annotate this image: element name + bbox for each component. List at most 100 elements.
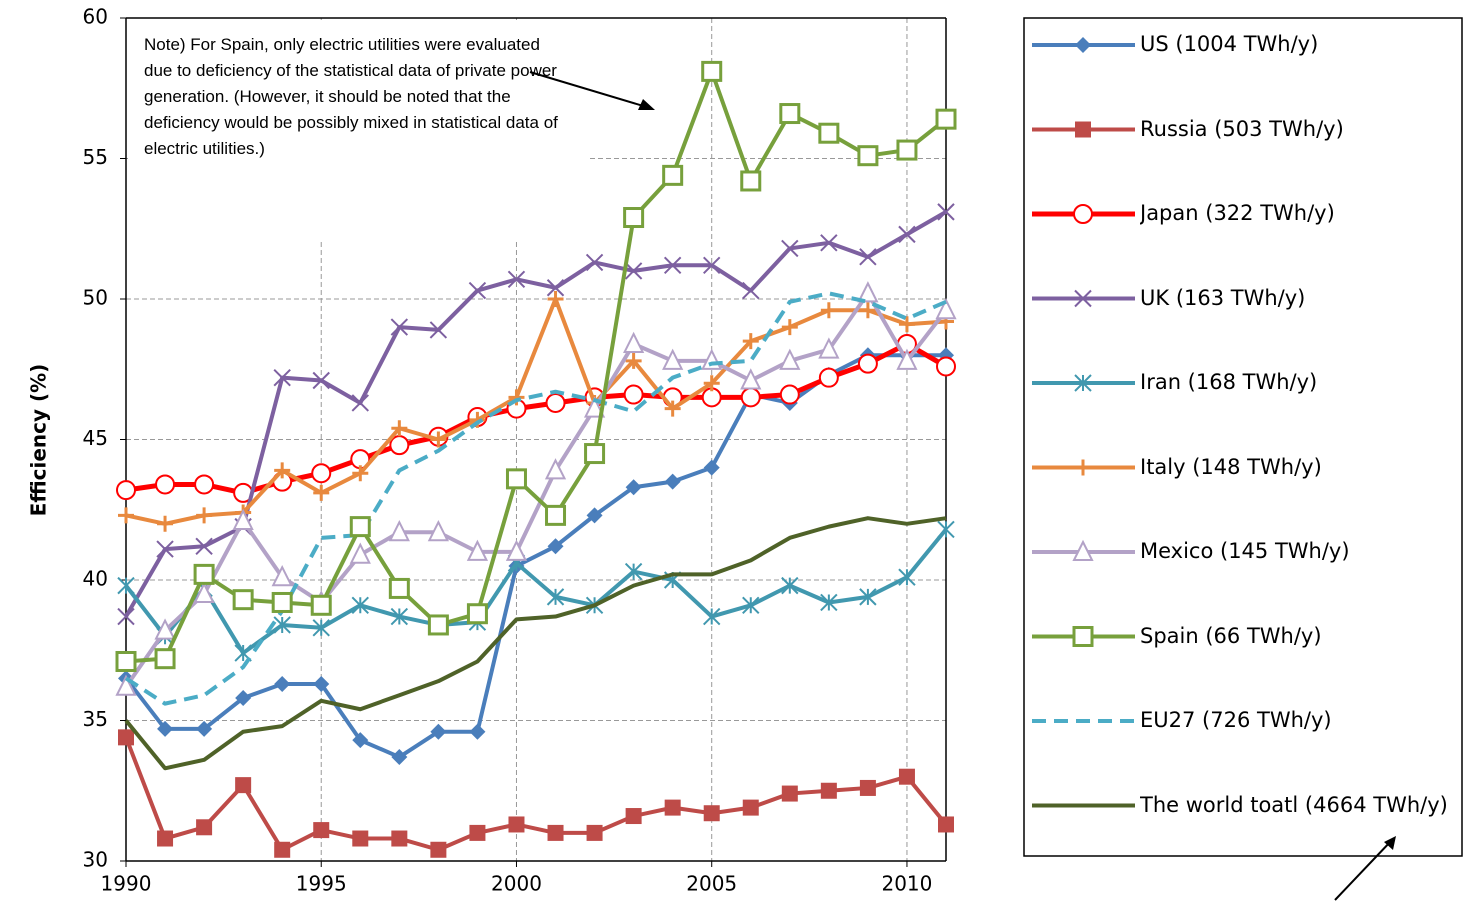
- marker: [545, 504, 567, 526]
- note-box: [128, 20, 588, 240]
- marker: [935, 298, 957, 320]
- marker: [196, 507, 213, 524]
- marker: [938, 816, 954, 833]
- marker: [427, 519, 449, 542]
- marker: [859, 588, 877, 606]
- x-tick-label: 2005: [686, 872, 737, 896]
- legend-label: Japan (322 TWh/y): [1140, 201, 1335, 225]
- marker: [469, 723, 486, 740]
- marker: [430, 723, 447, 740]
- y-tick-label: 60: [83, 5, 108, 29]
- series-line: [124, 353, 946, 760]
- marker: [271, 564, 293, 587]
- marker: [779, 348, 801, 370]
- marker: [430, 841, 447, 858]
- marker: [312, 619, 330, 637]
- note: Note) For Spain, only electric utilities…: [144, 35, 558, 158]
- marker: [273, 616, 291, 634]
- marker: [663, 256, 682, 274]
- legend-label: UK (163 TWh/y): [1140, 285, 1306, 310]
- note-text: Note) For Spain, only electric utilities…: [144, 35, 558, 158]
- note-arrow: [1334, 839, 1393, 901]
- arrow-head: [638, 99, 655, 110]
- marker: [115, 674, 137, 696]
- marker: [1074, 289, 1092, 308]
- marker: [586, 507, 603, 524]
- marker: [351, 394, 369, 412]
- marker: [468, 281, 487, 300]
- y-tick-label: 30: [83, 848, 108, 872]
- series-line: [125, 341, 948, 496]
- marker: [271, 591, 293, 613]
- legend-item: Russia (503 TWh/y): [1140, 117, 1344, 141]
- series-line: [125, 69, 948, 664]
- marker: [196, 819, 213, 836]
- x-tick-label: 2010: [881, 872, 932, 896]
- marker: [859, 248, 877, 266]
- marker: [936, 356, 956, 377]
- marker: [427, 614, 449, 636]
- marker: [898, 768, 915, 785]
- marker: [154, 618, 176, 640]
- legend-label: EU27 (726 TWh/y): [1140, 708, 1332, 732]
- marker: [742, 596, 760, 614]
- marker: [544, 458, 567, 480]
- marker: [547, 538, 564, 555]
- marker: [430, 431, 447, 448]
- x-tick-label: 1995: [296, 872, 347, 896]
- marker: [157, 830, 174, 847]
- marker: [232, 508, 254, 530]
- marker: [351, 596, 369, 614]
- marker: [349, 516, 371, 538]
- marker: [391, 830, 408, 847]
- marker: [466, 603, 488, 625]
- marker: [740, 368, 762, 390]
- marker: [352, 465, 369, 482]
- marker: [859, 302, 876, 319]
- marker: [740, 170, 762, 192]
- marker: [118, 507, 134, 524]
- marker: [391, 749, 408, 766]
- legend-item: UK (163 TWh/y): [1140, 285, 1306, 310]
- marker: [1073, 204, 1093, 224]
- marker: [389, 435, 410, 456]
- marker: [701, 60, 723, 82]
- marker: [859, 779, 876, 796]
- marker: [623, 207, 645, 229]
- legend-item: US (1004 TWh/y): [1140, 32, 1318, 56]
- marker: [584, 443, 606, 465]
- marker: [583, 396, 606, 418]
- series-line: [124, 528, 948, 656]
- series-line: [124, 736, 948, 852]
- marker: [742, 799, 759, 816]
- marker: [586, 824, 603, 841]
- marker: [740, 387, 761, 408]
- marker: [235, 690, 252, 707]
- marker: [390, 607, 409, 626]
- legend-item: Italy (148 TWh/y): [1140, 454, 1322, 479]
- marker: [157, 720, 174, 737]
- legend-item: Spain (66 TWh/y): [1140, 624, 1322, 648]
- marker: [118, 729, 134, 746]
- marker: [155, 474, 176, 495]
- marker: [193, 581, 215, 604]
- marker: [505, 539, 528, 561]
- y-tick-label: 40: [83, 567, 108, 591]
- legend-label: Mexico (145 TWh/y): [1140, 539, 1350, 563]
- series-line: [124, 516, 947, 771]
- marker: [820, 593, 838, 612]
- marker: [664, 799, 681, 816]
- marker: [742, 333, 759, 350]
- legend-box: [1023, 17, 1463, 857]
- marker: [507, 270, 526, 289]
- marker: [547, 824, 564, 841]
- marker: [117, 607, 135, 626]
- series-line: [125, 297, 947, 526]
- y-tick-label: 35: [83, 707, 108, 731]
- marker: [352, 830, 369, 847]
- marker: [703, 607, 721, 626]
- marker: [818, 337, 840, 359]
- legend-label: Italy (148 TWh/y): [1140, 454, 1322, 479]
- marker: [781, 576, 799, 595]
- marker: [313, 484, 330, 501]
